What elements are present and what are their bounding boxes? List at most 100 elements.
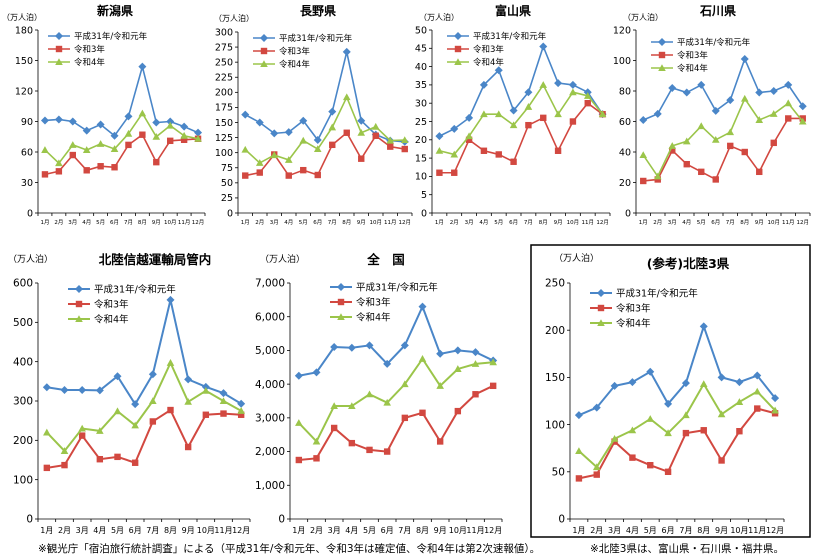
x-tick-label: 5月 xyxy=(697,219,706,226)
data-point xyxy=(357,116,366,125)
data-point xyxy=(78,385,87,394)
y-tick-label: 3,000 xyxy=(255,413,285,425)
y-tick-label: 275 xyxy=(215,42,233,53)
data-point xyxy=(495,151,502,158)
data-point xyxy=(219,397,228,404)
legend-label: 令和3年 xyxy=(616,302,651,314)
x-tick-label: 3月 xyxy=(68,219,77,226)
data-point xyxy=(343,129,350,136)
y-tick-label: 50 xyxy=(552,466,565,478)
data-point xyxy=(509,121,518,129)
y-tick-label: 15 xyxy=(415,153,427,164)
legend-label: 令和3年 xyxy=(473,44,504,55)
data-point xyxy=(82,146,91,153)
data-point xyxy=(60,385,69,394)
data-point xyxy=(41,171,49,178)
legend-label: 令和3年 xyxy=(677,50,708,61)
legend-label: 令和4年 xyxy=(74,57,105,68)
legend-marker xyxy=(658,51,666,59)
data-point xyxy=(740,94,749,102)
data-point xyxy=(347,343,356,352)
data-point xyxy=(753,371,762,380)
series-line xyxy=(439,102,604,174)
y-tick-label: 25 xyxy=(221,193,233,204)
y-tick-label: 180 xyxy=(15,25,33,36)
y-tick-label: 0 xyxy=(26,514,33,526)
x-tick-label: 12月 xyxy=(399,219,412,226)
data-point xyxy=(167,137,174,145)
series-line xyxy=(298,357,494,444)
data-point xyxy=(386,136,395,144)
legend-marker xyxy=(597,319,605,326)
data-point xyxy=(592,403,601,412)
x-tick-label: 11月 xyxy=(782,219,795,226)
y-tick-label: 0 xyxy=(278,514,285,526)
data-point xyxy=(313,455,320,462)
data-point xyxy=(741,148,748,156)
data-point xyxy=(330,402,338,410)
x-tick-label: 5月 xyxy=(494,219,503,226)
data-point xyxy=(450,150,459,158)
data-point xyxy=(436,169,443,176)
data-point xyxy=(131,400,140,409)
y-tick-label: 7,000 xyxy=(255,278,285,290)
data-point xyxy=(583,92,592,99)
y-tick-label: 2,000 xyxy=(255,446,285,458)
x-tick-label: 11月 xyxy=(384,219,397,226)
data-point xyxy=(683,161,690,168)
data-point xyxy=(480,110,488,118)
data-point xyxy=(735,378,744,387)
data-point xyxy=(166,121,175,129)
data-point xyxy=(330,343,339,352)
x-tick-label: 2月 xyxy=(310,526,323,535)
x-tick-label: 11月 xyxy=(214,526,232,535)
data-point xyxy=(114,453,121,461)
data-point xyxy=(784,80,793,89)
legend-label: 令和4年 xyxy=(677,63,708,74)
data-point xyxy=(255,118,264,127)
y-tick-label: 0 xyxy=(558,514,565,526)
data-point xyxy=(465,132,473,140)
y-tick-label: 0 xyxy=(27,208,33,219)
data-point xyxy=(300,166,307,174)
data-point xyxy=(554,147,562,154)
y-tick-label: 5 xyxy=(421,190,427,201)
x-tick-label: 9月 xyxy=(357,219,366,226)
data-point xyxy=(241,110,250,119)
data-point xyxy=(40,116,49,125)
data-point xyxy=(96,456,104,463)
x-tick-label: 3月 xyxy=(76,526,89,535)
data-point xyxy=(110,131,119,140)
legend-label: 平成31年/令和元年 xyxy=(616,287,698,299)
data-point xyxy=(454,407,462,415)
data-point xyxy=(54,115,63,124)
x-tick-label: 7月 xyxy=(679,526,692,535)
data-point xyxy=(717,373,726,382)
chart-title: 長野県 xyxy=(300,3,336,18)
y-axis-unit-label: （万人泊） xyxy=(419,12,459,22)
x-tick-label: 11月 xyxy=(466,526,484,535)
data-point xyxy=(754,405,761,412)
data-point xyxy=(510,158,517,165)
chart-title: 富山県 xyxy=(495,3,531,18)
data-point xyxy=(342,93,351,101)
data-point xyxy=(42,383,51,392)
data-point xyxy=(111,164,118,171)
x-tick-label: 9月 xyxy=(554,219,563,226)
data-point xyxy=(152,118,161,127)
data-point xyxy=(494,110,503,118)
data-point xyxy=(383,359,392,368)
data-point xyxy=(735,398,744,405)
data-point xyxy=(554,79,563,88)
data-point xyxy=(726,128,735,136)
data-point xyxy=(270,129,279,138)
data-point xyxy=(653,109,662,118)
y-tick-label: 250 xyxy=(215,57,233,68)
data-point xyxy=(700,427,707,434)
legend-marker xyxy=(454,32,462,40)
data-point xyxy=(149,418,157,425)
data-point xyxy=(435,132,444,141)
data-point xyxy=(348,439,356,447)
y-tick-label: 200 xyxy=(545,325,565,337)
data-point xyxy=(96,120,105,129)
